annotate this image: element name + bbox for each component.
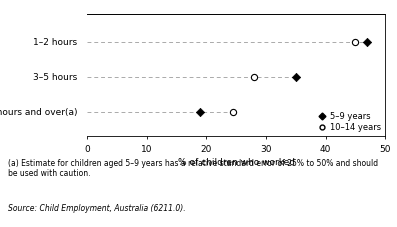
Text: (a) Estimate for children aged 5–9 years has a relative standard error of 25% to: (a) Estimate for children aged 5–9 years… <box>8 159 378 178</box>
Legend: 5–9 years, 10–14 years: 5–9 years, 10–14 years <box>319 112 381 132</box>
Point <box>230 110 237 114</box>
Point <box>293 75 299 79</box>
Point <box>251 75 257 79</box>
X-axis label: % of children who worked: % of children who worked <box>178 158 295 167</box>
Point <box>352 40 358 43</box>
Point <box>197 110 204 114</box>
Point <box>364 40 370 43</box>
Text: Source: Child Employment, Australia (6211.0).: Source: Child Employment, Australia (621… <box>8 204 185 213</box>
